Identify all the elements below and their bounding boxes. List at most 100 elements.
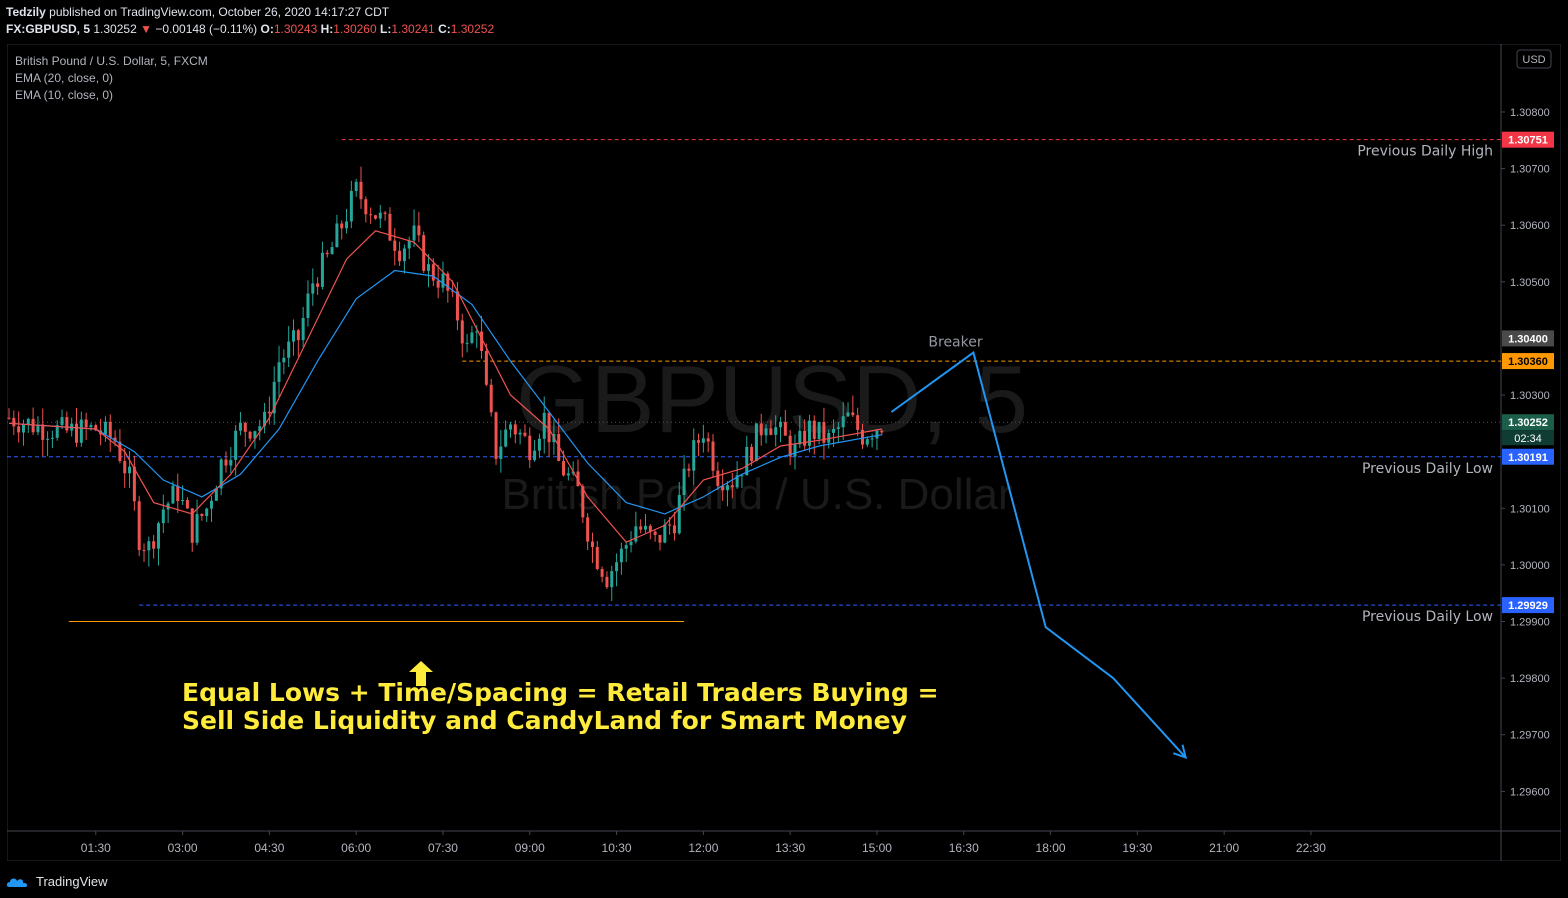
candle-body	[489, 384, 493, 413]
published-text: published on TradingView.com, October 26…	[49, 5, 390, 19]
candle-body	[774, 427, 778, 435]
candle-body	[822, 421, 826, 443]
currency-badge[interactable]	[1516, 49, 1552, 69]
countdown-text: 02:34	[1514, 433, 1542, 445]
candle-body	[725, 485, 729, 491]
candle-body	[258, 426, 262, 432]
candle-body	[595, 546, 599, 569]
candle-body	[161, 509, 165, 524]
candle-body	[190, 508, 194, 543]
candle-body	[836, 427, 840, 429]
candle-body	[412, 225, 416, 241]
candle-body	[846, 412, 850, 417]
previous-daily-high-tag	[1502, 131, 1554, 148]
candle-body	[793, 444, 797, 457]
candle-body	[65, 417, 69, 431]
candle-body	[706, 438, 710, 442]
x-tick-label: 19:30	[1122, 841, 1152, 855]
candle-body	[84, 419, 88, 428]
candle-body	[234, 430, 238, 460]
high-label: H:	[320, 22, 334, 36]
candle-body	[880, 430, 884, 433]
candle-body	[455, 291, 459, 321]
candle-body	[812, 420, 816, 439]
candle-body	[870, 438, 874, 440]
candle-body	[41, 424, 45, 440]
candle-body	[658, 534, 662, 543]
tradingview-cloud-icon	[6, 877, 28, 887]
open-value: 1.30243	[273, 22, 318, 36]
author-name[interactable]: Tedzily	[6, 5, 46, 19]
candle-body	[79, 419, 83, 443]
y-tick-label: 1.29900	[1510, 617, 1550, 629]
candle-body	[340, 223, 344, 229]
time-axis[interactable]: 01:30 03:00 04:30 06:00 07:30 09:00 10:30 12:00…	[81, 831, 1327, 855]
legend-ema20[interactable]: EMA (20, close, 0)	[15, 71, 114, 85]
legend-ema10[interactable]: EMA (10, close, 0)	[15, 88, 114, 102]
previous-daily-low-1-tag-text: 1.30191	[1508, 452, 1548, 464]
candle-body	[248, 431, 252, 439]
candle-body	[735, 475, 739, 488]
chart-area[interactable]: GBPUSD, 5 British Pound / U.S. Dollar Pr…	[7, 44, 1561, 861]
candle-body	[427, 264, 431, 271]
countdown-tag	[1502, 430, 1554, 446]
candle-body	[783, 421, 787, 436]
tradingview-brand: TradingView	[36, 874, 108, 889]
candle-body	[229, 459, 233, 466]
tradingview-logo[interactable]: TradingView	[6, 874, 108, 889]
candle-body	[214, 488, 218, 501]
x-tick-label: 15:00	[862, 841, 892, 855]
chart-background	[7, 44, 1561, 861]
x-tick-label: 09:00	[515, 841, 545, 855]
candle-body	[682, 468, 686, 496]
candle-body	[359, 181, 363, 200]
candle-body	[60, 417, 64, 426]
candle-body	[779, 421, 783, 428]
price-axis[interactable]: 1.30800 1.30700 1.30600 1.30500 1.30300 1.301…	[1501, 107, 1550, 798]
candle-body	[243, 422, 247, 432]
candle-body	[75, 423, 79, 443]
candle-body	[875, 430, 879, 439]
legend-title[interactable]: British Pound / U.S. Dollar, 5, FXCM	[15, 54, 208, 68]
candle-body	[388, 213, 392, 241]
candle-body	[754, 423, 758, 462]
candle-body	[128, 466, 132, 474]
candle-body	[205, 508, 209, 516]
candle-body	[663, 524, 667, 543]
y-tick-label: 1.30500	[1510, 277, 1550, 289]
previous-daily-low-2-label: Previous Daily Low	[1362, 609, 1493, 625]
candle-body	[730, 485, 734, 488]
candle-body	[369, 214, 373, 216]
low-value: 1.30241	[391, 22, 435, 36]
x-tick-label: 10:30	[602, 841, 632, 855]
candle-body	[89, 425, 93, 428]
candle-body	[132, 466, 136, 502]
y-tick-label: 1.30600	[1510, 220, 1550, 232]
last-price-tag	[1502, 414, 1554, 431]
close-label: C:	[438, 22, 451, 36]
candle-body	[480, 331, 484, 352]
y-tick-label: 1.30300	[1510, 390, 1550, 402]
x-tick-label: 03:00	[168, 841, 198, 855]
annotation-line-1: Equal Lows + Time/Spacing = Retail Trade…	[182, 678, 939, 707]
arrow-head-icon	[1172, 744, 1188, 759]
x-tick-label: 12:00	[688, 841, 718, 855]
candle-body	[118, 441, 122, 461]
y-tick-label: 1.29700	[1510, 730, 1550, 742]
candle-body	[21, 424, 25, 433]
candle-body	[378, 212, 382, 219]
candle-body	[55, 425, 59, 438]
candle-body	[788, 435, 792, 457]
ema10-line	[8, 230, 882, 543]
candle-body	[287, 341, 291, 358]
candle-body	[354, 181, 358, 191]
candle-body	[817, 421, 821, 439]
candle-body	[644, 525, 648, 530]
candle-body	[330, 247, 334, 255]
chart-svg[interactable]: GBPUSD, 5 British Pound / U.S. Dollar Pr…	[7, 44, 1561, 861]
candle-body	[407, 240, 411, 249]
candle-body	[798, 430, 802, 445]
candle-body	[301, 317, 305, 341]
candle-body	[764, 428, 768, 436]
candle-body	[590, 541, 594, 547]
